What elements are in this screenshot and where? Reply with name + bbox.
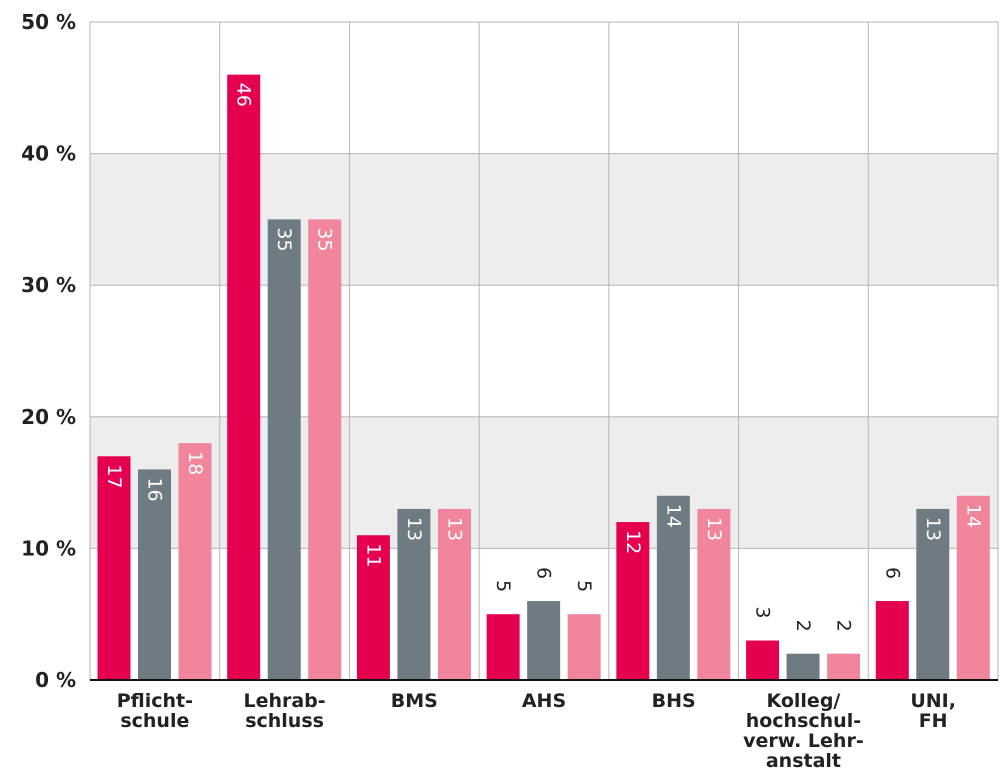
y-tick-label: 40 %	[21, 142, 76, 166]
x-category-label: Pflicht-schule	[117, 690, 193, 732]
bar-value-label: 35	[314, 227, 336, 251]
bar-value-label: 17	[103, 464, 125, 488]
x-category-label: BHS	[652, 690, 696, 712]
bar	[227, 74, 261, 680]
bar	[786, 653, 820, 680]
bar-value-label: 2	[792, 620, 814, 632]
y-tick-label: 30 %	[21, 273, 76, 297]
y-tick-label: 50 %	[21, 10, 76, 34]
bar	[138, 469, 171, 680]
bar-value-label: 6	[533, 567, 555, 579]
y-axis-tick-labels: 0 % 10 % 20 % 30 % 40 % 50 %	[21, 10, 76, 692]
x-category-label: UNI, FH	[910, 690, 956, 732]
bar	[827, 653, 861, 680]
bar	[746, 640, 780, 680]
bar-value-label: 16	[144, 477, 166, 501]
bar	[656, 495, 690, 680]
grid-band	[90, 416, 998, 549]
y-tick-label: 10 %	[21, 536, 76, 560]
bar	[267, 219, 301, 680]
bar-value-label: 14	[662, 504, 684, 528]
bar	[97, 456, 131, 680]
bar-value-label: 13	[443, 517, 465, 541]
bar-value-label: 6	[881, 567, 903, 579]
bar	[308, 219, 342, 680]
bar-value-label: 2	[833, 620, 855, 632]
bar	[956, 495, 990, 680]
y-tick-label: 20 %	[21, 405, 76, 429]
bar-value-label: 18	[184, 451, 206, 475]
bar	[437, 508, 471, 680]
x-axis-category-labels: Pflicht-schule Lehrab-schluss BMS AHS BHS Kol…	[117, 690, 956, 772]
bar-value-label: 13	[922, 517, 944, 541]
bar	[356, 535, 390, 680]
bar-value-label: 3	[752, 606, 774, 618]
x-category-label: Kolleg/hochschul-verw. Lehr-anstalt	[743, 690, 864, 772]
bar-value-label: 13	[703, 517, 725, 541]
bar-value-label: 35	[273, 227, 295, 251]
bar	[178, 443, 212, 680]
grid-band	[90, 153, 998, 286]
bar	[567, 614, 601, 680]
bar	[486, 614, 520, 680]
bar	[697, 508, 731, 680]
bar-value-label: 13	[403, 517, 425, 541]
background-bands	[90, 153, 998, 549]
bar	[875, 601, 909, 680]
x-category-label: AHS	[522, 690, 566, 712]
bar-value-label: 5	[573, 580, 595, 592]
bar-value-label: 12	[622, 530, 644, 554]
bar-value-label: 46	[233, 83, 255, 107]
bars: 17 46 11 5 12 3 6 16 35 13 6 14 2 13 18 35 13 5 13 2 14	[97, 74, 990, 680]
x-category-label: Lehrab-schluss	[243, 690, 325, 732]
y-tick-label: 0 %	[35, 668, 76, 692]
bar	[397, 508, 431, 680]
x-category-label: BMS	[391, 690, 438, 712]
bar	[616, 522, 650, 680]
bar-value-label: 5	[492, 580, 514, 592]
bar	[916, 508, 950, 680]
bar-value-label: 11	[362, 543, 384, 567]
bar-value-label: 14	[962, 504, 984, 528]
gridlines	[89, 21, 999, 680]
bar	[527, 601, 561, 680]
